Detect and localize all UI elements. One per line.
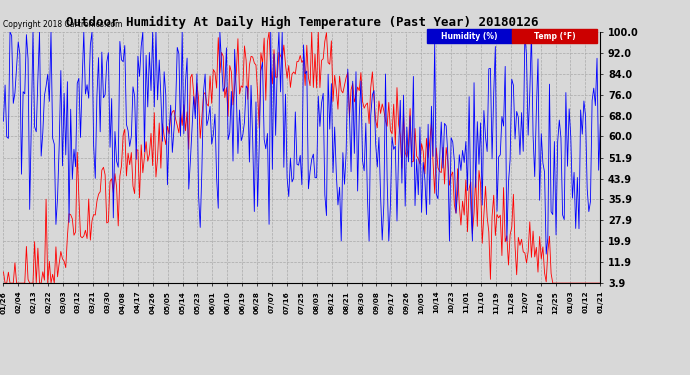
Title: Outdoor Humidity At Daily High Temperature (Past Year) 20180126: Outdoor Humidity At Daily High Temperatu…: [66, 16, 538, 29]
Text: Copyright 2018 Cartronics.com: Copyright 2018 Cartronics.com: [3, 20, 123, 29]
